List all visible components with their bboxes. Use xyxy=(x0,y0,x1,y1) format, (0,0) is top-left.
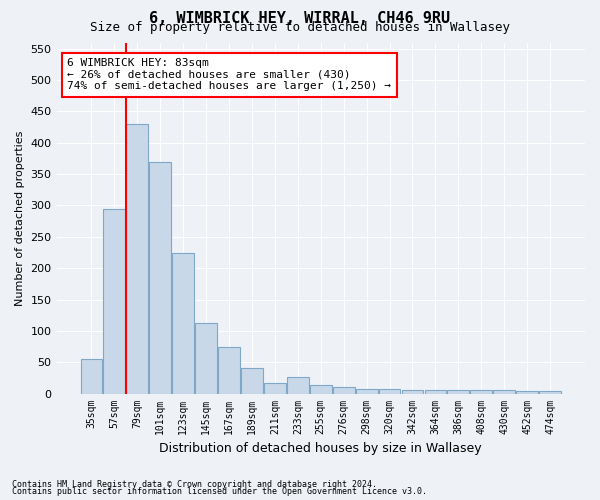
Text: 6 WIMBRICK HEY: 83sqm
← 26% of detached houses are smaller (430)
74% of semi-det: 6 WIMBRICK HEY: 83sqm ← 26% of detached … xyxy=(67,58,391,92)
Bar xyxy=(333,388,355,394)
Bar xyxy=(310,385,332,394)
Text: Contains HM Land Registry data © Crown copyright and database right 2024.: Contains HM Land Registry data © Crown c… xyxy=(12,480,377,489)
Bar xyxy=(401,390,424,394)
Bar xyxy=(516,391,538,394)
Bar xyxy=(287,376,309,394)
X-axis label: Distribution of detached houses by size in Wallasey: Distribution of detached houses by size … xyxy=(160,442,482,455)
Bar xyxy=(80,359,103,394)
Bar xyxy=(264,383,286,394)
Text: Contains public sector information licensed under the Open Government Licence v3: Contains public sector information licen… xyxy=(12,487,427,496)
Bar xyxy=(539,391,561,394)
Bar xyxy=(356,388,377,394)
Bar xyxy=(127,124,148,394)
Y-axis label: Number of detached properties: Number of detached properties xyxy=(15,130,25,306)
Text: Size of property relative to detached houses in Wallasey: Size of property relative to detached ho… xyxy=(90,22,510,35)
Bar xyxy=(218,346,240,394)
Bar xyxy=(103,208,125,394)
Bar xyxy=(241,368,263,394)
Bar xyxy=(172,252,194,394)
Bar xyxy=(425,390,446,394)
Bar xyxy=(195,322,217,394)
Text: 6, WIMBRICK HEY, WIRRAL, CH46 9RU: 6, WIMBRICK HEY, WIRRAL, CH46 9RU xyxy=(149,11,451,26)
Bar xyxy=(470,390,492,394)
Bar xyxy=(448,390,469,394)
Bar xyxy=(149,162,171,394)
Bar xyxy=(493,390,515,394)
Bar xyxy=(379,388,400,394)
